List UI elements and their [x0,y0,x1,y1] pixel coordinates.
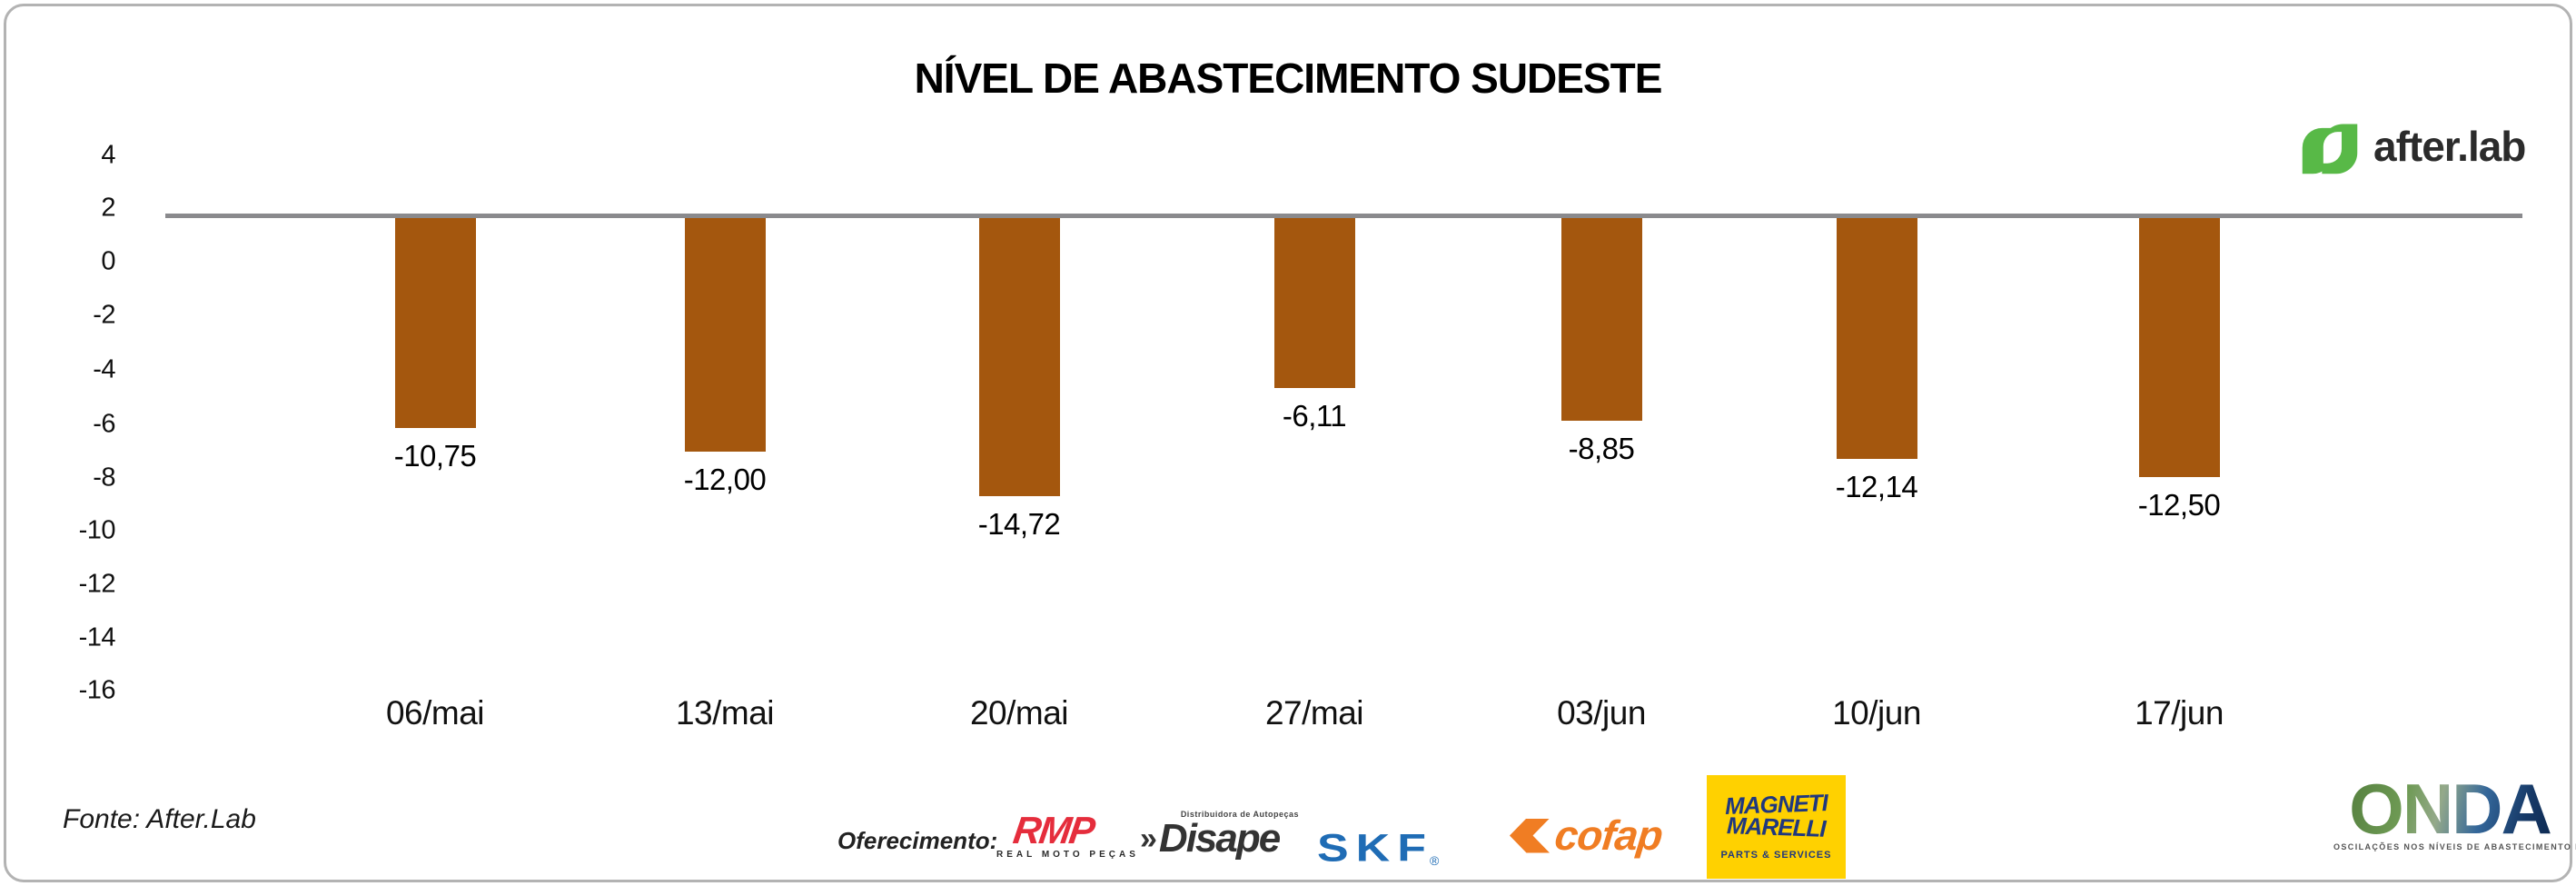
disape-chevrons-icon: » [1140,821,1157,856]
x-axis-label: 27/mai [1264,694,1364,732]
bar-value-label: -6,11 [1282,399,1347,433]
disape-logo: Distribuidora de Autopeças » Disape [1140,810,1299,859]
baseline-line [165,214,2522,218]
y-axis-tick-label: -2 [93,300,115,330]
y-axis-tick-label: 0 [101,246,115,276]
magneti-wordmark-line2: MARELLI [1726,811,1827,842]
skf-logo: SKF ® [1317,821,1439,868]
y-axis-tick-label: 4 [101,140,115,170]
onda-logo: ONDA OSCILAÇÕES NOS NÍVEIS DE ABASTECIME… [2333,769,2576,852]
x-axis-label: 13/mai [675,694,775,732]
y-axis-tick-label: -10 [78,515,116,545]
bar [1560,218,1642,421]
magneti-subtext: PARTS & SERVICES [1720,849,1832,861]
bar-value-label: -14,72 [977,507,1061,541]
source-note: Fonte: After.Lab [63,804,256,834]
chart-card: NÍVEL DE ABASTECIMENTO SUDESTE after.lab… [4,4,2576,882]
cofap-wordmark: cofap [1552,811,1665,859]
chart-title: NÍVEL DE ABASTECIMENTO SUDESTE [914,55,1663,102]
onda-wordmark: ONDA [2349,769,2552,849]
afterlab-leaf-icon [2302,124,2358,174]
x-axis-label: 06/mai [385,694,485,732]
skf-wordmark: SKF [1317,826,1433,871]
y-axis-tick-label: -16 [78,675,116,705]
disape-wordmark: Disape [1158,816,1281,861]
y-axis-tick-label: -12 [78,569,116,599]
x-axis-label: 03/jun [1557,694,1646,732]
disape-supertext: Distribuidora de Autopeças [1180,810,1299,819]
y-axis-tick-label: 2 [101,193,115,223]
rmp-logo: RMP REAL MOTO PEÇAS [996,809,1139,860]
bar [1836,218,1917,459]
onda-tagline: OSCILAÇÕES NOS NÍVEIS DE ABASTECIMENTO E… [2333,842,2576,852]
bar [1273,218,1355,388]
y-axis-tick-label: -6 [93,409,115,439]
rmp-wordmark: RMP [1010,809,1096,851]
cofap-arrow-icon [1510,818,1550,853]
bar-value-label: -10,75 [393,439,477,473]
cofap-logo: cofap [1510,811,1665,859]
x-axis-label: 10/jun [1832,694,1921,732]
y-axis-tick-label: -8 [93,463,115,493]
magneti-marelli-logo: MAGNETI MARELLI PARTS & SERVICES [1707,775,1846,879]
bar-value-label: -12,50 [2137,488,2221,522]
bar [394,218,476,428]
bar-value-label: -8,85 [1568,432,1635,465]
bar-value-label: -12,00 [683,463,767,496]
bar [2138,218,2220,477]
bar-value-label: -12,14 [1835,470,1918,503]
x-axis-label: 17/jun [2135,694,2224,732]
rmp-subtext: REAL MOTO PEÇAS [996,850,1139,860]
x-axis-label: 20/mai [969,694,1069,732]
y-axis-tick-label: -4 [93,354,115,384]
bar [978,218,1060,496]
skf-registered-mark: ® [1430,853,1440,868]
y-axis-tick-label: -14 [78,622,116,652]
sponsor-label: Oferecimento: [837,827,998,854]
afterlab-wordmark: after.lab [2373,123,2526,170]
afterlab-logo: after.lab [2297,114,2526,179]
bar [684,218,766,452]
